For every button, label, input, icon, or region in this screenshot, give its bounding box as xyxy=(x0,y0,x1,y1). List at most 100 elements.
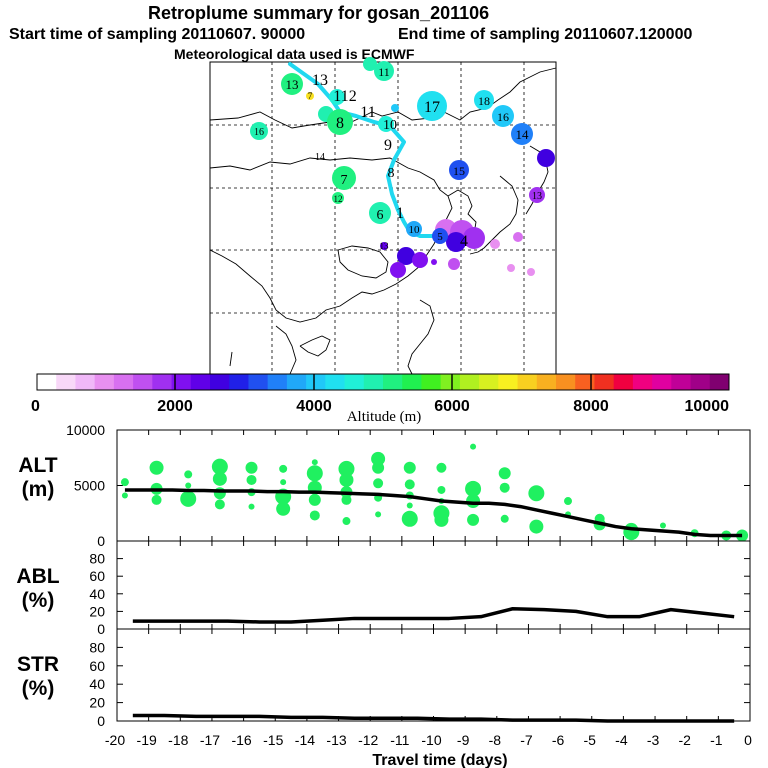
xtick-label: -16 xyxy=(231,732,251,748)
colorbar-cell xyxy=(671,374,692,390)
plume-point xyxy=(406,502,413,509)
colorbar-tick-label: 2000 xyxy=(157,398,193,415)
xtick-label: -10 xyxy=(421,732,441,748)
colorbar: 0 2000 4000 6000 8000 10000 Altitude (m) xyxy=(31,373,730,425)
ytick-label: 40 xyxy=(89,586,105,602)
plume-point xyxy=(213,487,226,500)
plume-point xyxy=(342,517,351,526)
plume-point xyxy=(245,461,258,474)
plume-point xyxy=(433,505,450,522)
end-time: End time of sampling 20110607.120000 xyxy=(398,26,693,43)
colorbar-cell xyxy=(613,374,634,390)
colorbar-cells xyxy=(37,374,730,390)
panel-2: 80 60 40 20 0 STR(%) xyxy=(17,628,751,729)
colorbar-tick-label: 6000 xyxy=(434,398,470,415)
met-data: Meteorological data used is ECMWF xyxy=(174,46,415,62)
plume-point xyxy=(276,501,291,516)
plume-point xyxy=(339,472,354,487)
ytick-label: 20 xyxy=(89,603,105,619)
colorbar-cell xyxy=(190,374,211,390)
plume-point xyxy=(371,451,386,466)
colorbar-cell xyxy=(94,374,115,390)
colorbar-tick-label: 8000 xyxy=(573,398,609,415)
xtick-label: -18 xyxy=(168,732,188,748)
colorbar-cell xyxy=(575,374,595,390)
colorbar-cell xyxy=(709,374,730,390)
colorbar-cell xyxy=(363,374,384,390)
panel-ylabel-units: (m) xyxy=(22,478,55,501)
colorbar-cell xyxy=(517,374,538,390)
plume-point xyxy=(404,479,415,490)
xtick-label: -5 xyxy=(584,732,597,748)
xtick-label: -3 xyxy=(647,732,660,748)
xtick-label: -11 xyxy=(390,732,409,748)
colorbar-cell xyxy=(402,374,422,390)
colorbar-cell xyxy=(325,374,346,390)
plume-point xyxy=(211,458,228,475)
colorbar-cell xyxy=(133,374,153,390)
plume-point xyxy=(528,485,545,502)
ytick-label: 80 xyxy=(89,639,105,655)
colorbar-cell xyxy=(498,374,519,390)
xtick-label: -1 xyxy=(710,732,723,748)
colorbar-frame xyxy=(36,373,730,391)
ytick-label: 60 xyxy=(89,568,105,584)
plume-point xyxy=(279,464,288,473)
colorbar-cell xyxy=(440,374,461,390)
xaxis-label: Travel time (days) xyxy=(372,752,507,768)
plume-point xyxy=(500,514,509,523)
plume-point xyxy=(467,513,480,526)
plume-point xyxy=(246,474,257,485)
plume-point xyxy=(529,519,544,534)
colorbar-cell xyxy=(421,374,442,390)
ytick-label: 20 xyxy=(89,695,105,711)
panel-ylabel-units: (%) xyxy=(22,589,55,612)
plume-point xyxy=(338,460,355,477)
ytick-label: 5000 xyxy=(74,478,105,494)
plume-point xyxy=(214,499,225,510)
plume-point xyxy=(375,511,382,518)
plume-point xyxy=(401,510,418,527)
plume-point xyxy=(659,522,666,529)
colorbar-cell xyxy=(56,374,76,390)
plume-point xyxy=(120,478,129,487)
plume-point xyxy=(373,478,384,489)
colorbar-cell xyxy=(632,374,653,390)
xtick-label: 0 xyxy=(744,732,752,748)
colorbar-cell xyxy=(267,374,288,390)
colorbar-cell xyxy=(594,374,615,390)
plume-point xyxy=(470,443,477,450)
ytick-label: 40 xyxy=(89,676,105,692)
xtick-label: -13 xyxy=(326,732,346,748)
colorbar-cell xyxy=(75,374,96,390)
plume-point xyxy=(151,494,162,505)
colorbar-cell xyxy=(383,374,403,390)
plume-point xyxy=(465,480,482,497)
plume-point xyxy=(180,490,197,507)
panel-frame xyxy=(116,429,751,542)
panel-ylabel: ALT xyxy=(18,454,57,477)
colorbar-cell xyxy=(248,374,269,390)
plume-point xyxy=(308,493,321,506)
xtick-label: -14 xyxy=(295,732,315,748)
panel-frame xyxy=(116,540,751,630)
page-title: Retroplume summary for gosan_201106 xyxy=(148,3,490,23)
colorbar-cell xyxy=(171,374,192,390)
xtick-label: -9 xyxy=(457,732,470,748)
plume-point xyxy=(212,471,227,486)
colorbar-cell xyxy=(690,374,711,390)
colorbar-label: Altitude (m) xyxy=(347,409,422,425)
colorbar-cell xyxy=(479,374,499,390)
colorbar-tick-label: 0 xyxy=(31,398,40,415)
xtick-label: -17 xyxy=(200,732,220,748)
panel-frame xyxy=(116,628,751,722)
xtick-label: -15 xyxy=(263,732,283,748)
plume-point xyxy=(248,503,255,510)
series-line xyxy=(124,488,743,538)
xtick-label: -7 xyxy=(520,732,533,748)
ytick-label: 60 xyxy=(89,658,105,674)
plume-point xyxy=(121,492,128,499)
plume-point xyxy=(280,479,287,486)
plume-point xyxy=(403,461,416,474)
